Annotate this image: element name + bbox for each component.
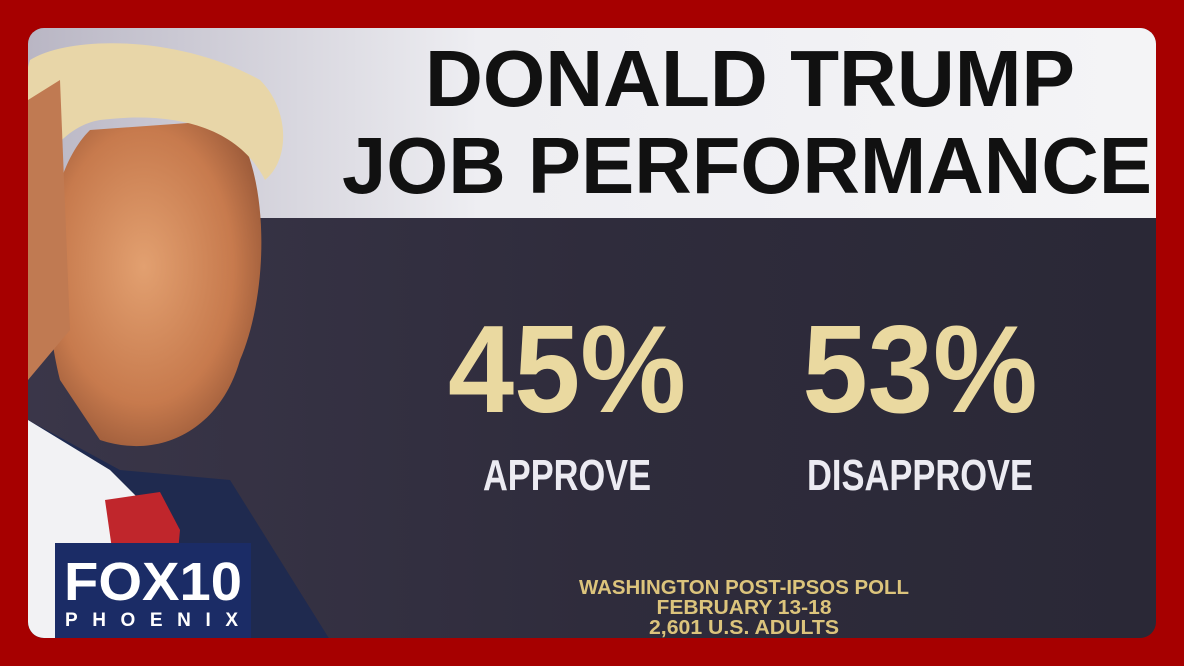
logo-city: PHOENIX: [65, 610, 245, 631]
source-line: 2,601 U.S. ADULTS: [649, 617, 839, 639]
disapprove-label: DISAPPROVE: [807, 451, 1033, 500]
title-line: DONALD TRUMP: [425, 34, 1075, 123]
logo-brand: FOX10: [64, 552, 242, 612]
logo-box: [55, 543, 251, 638]
title-line: JOB PERFORMANCE: [342, 121, 1152, 210]
source-line: FEBRUARY 13-18: [657, 597, 832, 619]
source-line: WASHINGTON POST-IPSOS POLL: [579, 577, 909, 599]
approve-label: APPROVE: [483, 451, 651, 500]
disapprove-value: 53%: [803, 301, 1038, 439]
approve-value: 45%: [448, 301, 686, 439]
